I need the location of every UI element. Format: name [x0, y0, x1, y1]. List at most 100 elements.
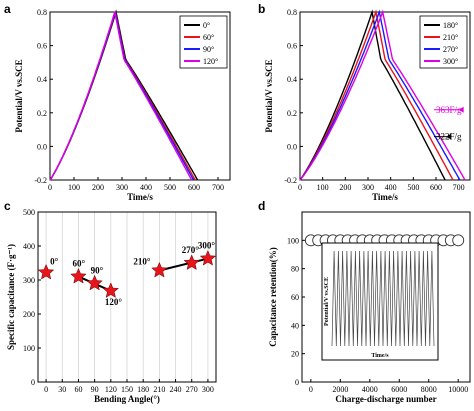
panel-a-ytick-label: 0.4 — [37, 75, 47, 84]
panel-a-xtick-label: 100 — [68, 183, 80, 192]
panel-c-point-label-0: 0° — [50, 257, 59, 267]
panel-c-xtick-label: 30 — [58, 385, 66, 394]
panel-b-chart: 0 100 200 300 400 500 600 700 -0.2 0.0 0.2 0.4 0.6 0.… — [264, 8, 471, 202]
panel-c-point-marker-1 — [70, 267, 87, 284]
panel-b-xtick-label: 300 — [362, 183, 374, 192]
panel-d-xtick-label: 4000 — [362, 385, 378, 394]
panel-a-plot-frame — [49, 11, 231, 181]
panel-d-chart: 0 2000 4000 6000 8000 10000 0 20 40 60 80 100 Charge… — [268, 211, 471, 404]
panel-c-point-label-3: 120° — [105, 297, 123, 307]
panel-c-xtick-label: 210 — [153, 385, 165, 394]
panel-a-xtick-label: 700 — [212, 183, 224, 192]
panel-b-series-line-0 — [299, 9, 446, 181]
panel-letter-d: d — [258, 199, 265, 213]
panel-a-xtick-label: 200 — [92, 183, 104, 192]
panel-c-point-marker-4 — [151, 261, 168, 278]
panel-d-ytick-label: 80 — [291, 265, 299, 274]
panel-d-inset-xlabel: Time/s — [371, 353, 389, 359]
panel-a-xtick-label: 500 — [164, 183, 176, 192]
panel-a-xtick-label: 400 — [140, 183, 152, 192]
panel-b-annotation-arrowhead-1 — [446, 133, 452, 140]
panel-d-xtick-label: 0 — [309, 385, 313, 394]
panel-a-ylabel: Potential/V vs.SCE — [14, 59, 24, 132]
panel-d-inset-cycles — [331, 250, 435, 347]
panel-c-point-marker-6 — [199, 249, 217, 266]
panel-a-ytick-label: 0.8 — [37, 8, 47, 17]
panel-b-ytick-label: 0.4 — [287, 75, 297, 84]
panel-b-ytick-label: 0.0 — [287, 142, 297, 151]
panel-a-ytick-label: 0.6 — [37, 42, 47, 51]
panel-a-legend-label-2: 90° — [203, 45, 214, 54]
panel-c-point-marker-0 — [37, 263, 55, 280]
panel-a-xlabel: Time/s — [127, 192, 153, 202]
panel-c-ytick-label: 0 — [31, 378, 35, 387]
panel-b-xtick-label: 400 — [385, 183, 397, 192]
panel-a-xtick-label: 0 — [48, 183, 52, 192]
panel-a-xtick-label: 600 — [188, 183, 200, 192]
panel-b-ylabel: Potential/V vs.SCE — [264, 59, 274, 132]
panel-c-xtick-label: 0 — [44, 385, 48, 394]
panel-b-xtick-label: 0 — [298, 183, 302, 192]
panel-c-xtick-label: 90 — [91, 385, 99, 394]
panel-c-point-marker-3 — [102, 282, 120, 298]
panel-c-xtick-label: 300 — [202, 385, 214, 394]
panel-d-xtick-label: 2000 — [332, 385, 348, 394]
panel-a-ytick-label: 0.0 — [37, 142, 47, 151]
panel-b-ytick-label: 0.8 — [287, 8, 297, 17]
panel-c-xtick-label: 240 — [170, 385, 182, 394]
panel-b-ytick-label: -0.2 — [284, 176, 297, 185]
panel-c-ytick-label: 500 — [23, 208, 35, 217]
panel-a-xtick-label: 300 — [116, 183, 128, 192]
panel-c-xtick-label: 120 — [105, 385, 117, 394]
panel-c-point-label-5: 270° — [182, 245, 200, 255]
panel-d-ylabel: Capacitance retention(%) — [268, 247, 278, 347]
panel-c-xtick-label: 60 — [74, 385, 82, 394]
panel-d-xtick-label: 8000 — [421, 385, 437, 394]
panel-c-xtick-label: 150 — [121, 385, 133, 394]
panel-b-series-line-1 — [299, 9, 454, 181]
panel-c-ytick-label: 400 — [23, 242, 35, 251]
panel-c-chart: 0 30 60 90 120 150 180 210 240 270 300 0 100 200 300 40… — [6, 208, 217, 404]
panel-c-ylabel: Specific capacitance (F·g⁻¹) — [6, 244, 16, 350]
panel-c-ytick-label: 300 — [23, 276, 35, 285]
panel-c-xlabel: Bending Angle(°) — [94, 394, 160, 404]
panel-a-series-line-3 — [49, 11, 193, 181]
panel-c-point-label-4: 210° — [133, 256, 151, 266]
panel-c-point-marker-5 — [183, 254, 200, 271]
panel-b-ytick-label: 0.2 — [287, 109, 297, 118]
panel-c-ytick-label: 200 — [23, 310, 35, 319]
panel-c-point-label-6: 300° — [198, 241, 216, 251]
panel-d-ytick-label: 0 — [295, 378, 299, 387]
panel-d-ytick-label: 40 — [291, 321, 299, 330]
panel-a-chart: 0 100 200 300 400 500 600 700 -0.2 0.0 0.2 0.4 0.6 0.… — [14, 8, 231, 202]
panel-b-xtick-label: 700 — [453, 183, 465, 192]
panel-d-xlabel: Charge-discharge number — [335, 394, 436, 404]
panel-d-ytick-label: 20 — [291, 350, 299, 359]
panel-b-plot-frame — [299, 11, 471, 181]
panel-a-legend-label-0: 0° — [203, 21, 210, 30]
panel-b-series-line-3 — [299, 9, 466, 181]
panel-c-point-marker-2 — [86, 274, 103, 291]
panel-b-annotation-arrowhead-0 — [458, 106, 464, 113]
panel-c-xtick-label: 180 — [137, 385, 149, 394]
panel-b-legend-label-2: 270° — [443, 45, 458, 54]
panel-b-legend-label-3: 300° — [443, 57, 458, 66]
panel-b-legend-label-1: 210° — [443, 33, 458, 42]
panel-d-ytick-label: 60 — [291, 293, 299, 302]
panel-b-series-line-2 — [299, 9, 461, 181]
panel-b-xtick-label: 100 — [317, 183, 329, 192]
panel-b-ytick-label: 0.6 — [287, 42, 297, 51]
panel-d-ytick-label: 100 — [287, 236, 299, 245]
panel-letter-a: a — [4, 2, 11, 16]
panel-a-ytick-label: 0.2 — [37, 109, 47, 118]
panel-b-xlabel: Time/s — [372, 192, 398, 202]
panel-b-legend-label-0: 180° — [443, 21, 458, 30]
panel-d-xtick-label: 6000 — [391, 385, 407, 394]
panel-a-series-line-0 — [49, 9, 199, 181]
panel-a-legend-label-3: 120° — [203, 57, 218, 66]
panel-d-inset-ylabel: Potential/V vs.SCE — [324, 277, 330, 326]
panel-c-trend-line-1 — [159, 257, 209, 272]
panel-b-annotation-0: 363F/g — [436, 105, 462, 115]
panel-c-ytick-label: 100 — [23, 344, 35, 353]
